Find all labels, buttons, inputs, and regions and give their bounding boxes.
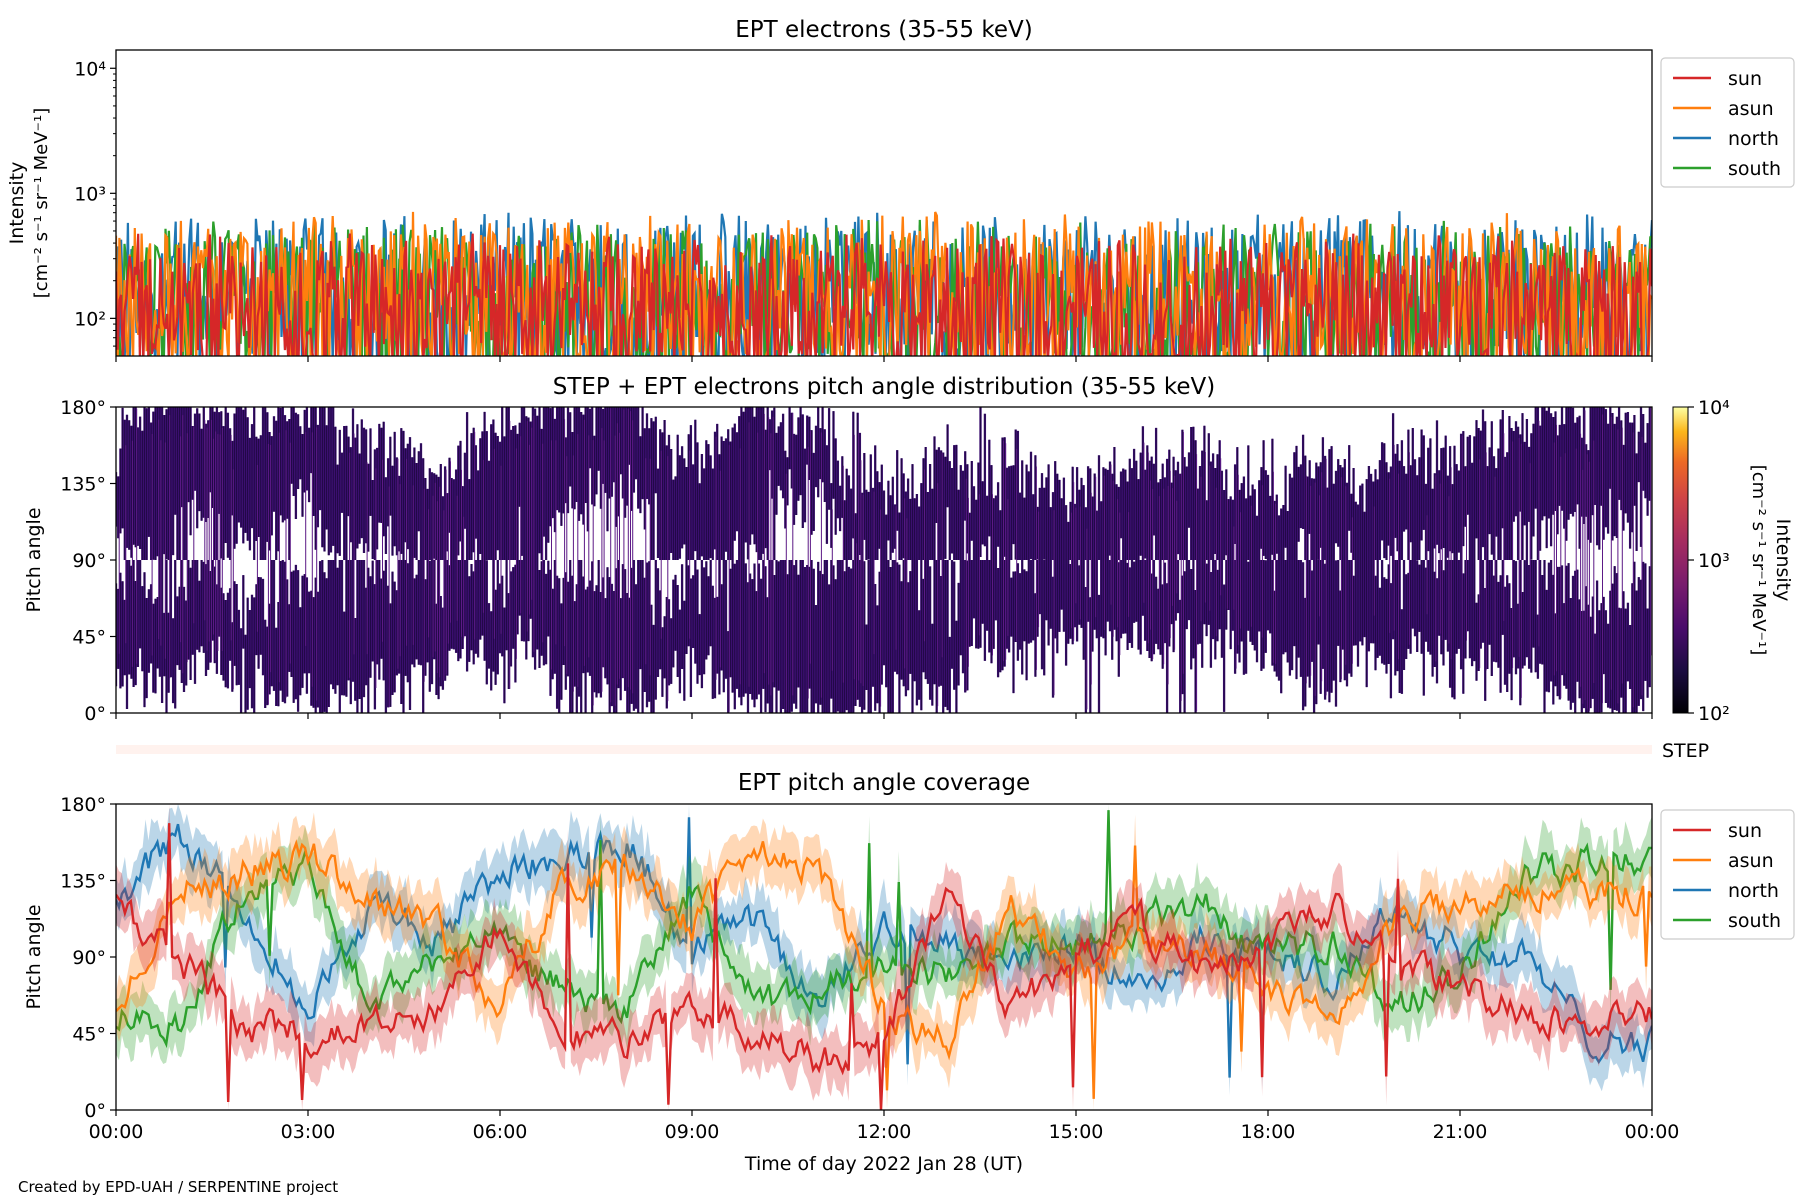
panel-pitch-coverage: EPT pitch angle coverage 0° 45° 90° 135° 180… xyxy=(23,770,1795,1175)
panel3-legend-north: north xyxy=(1728,880,1779,902)
colorbar-tick-label: 10⁴ xyxy=(1698,397,1730,419)
colorbar xyxy=(1672,406,1689,714)
x-tick-label: 12:00 xyxy=(857,1121,912,1143)
panel-intensity: EPT electrons (35-55 keV) 10² 10³ 10⁴ Inte… xyxy=(6,17,1795,362)
x-tick-label: 00:00 xyxy=(1625,1121,1680,1143)
heatmap-cell-edges xyxy=(116,407,1651,713)
coverage-line-sun xyxy=(116,823,1652,1110)
y-tick-label: 0° xyxy=(84,1100,106,1122)
panel1-legend-north: north xyxy=(1728,128,1779,150)
panel3-title: EPT pitch angle coverage xyxy=(738,770,1030,796)
x-tick-label: 00:00 xyxy=(89,1121,144,1143)
panel2-ylabel: Pitch angle xyxy=(23,507,45,612)
panel1-ylabel-line2: [cm⁻² s⁻¹ sr⁻¹ MeV⁻¹] xyxy=(31,108,52,299)
panel3-legend-asun: asun xyxy=(1728,850,1774,872)
panel3-ylabel: Pitch angle xyxy=(23,904,45,1009)
footer-credit: Created by EPD-UAH / SERPENTINE project xyxy=(18,1178,338,1196)
y-tick-label: 10³ xyxy=(74,183,106,205)
step-strip-bar xyxy=(116,745,1652,754)
y-tick-label: 90° xyxy=(72,550,106,572)
panel1-title: EPT electrons (35-55 keV) xyxy=(735,17,1032,43)
coverage-band-south xyxy=(116,804,1652,1064)
panel2-plot-area xyxy=(116,407,1652,713)
panel3-legend-sun: sun xyxy=(1728,820,1762,842)
panel1-legend-box xyxy=(1660,57,1795,188)
y-tick-label: 180° xyxy=(60,397,106,419)
y-tick-label: 0° xyxy=(84,703,106,725)
step-strip-label: STEP xyxy=(1662,740,1709,762)
panel1-y-ticks: 10² 10³ 10⁴ xyxy=(74,58,116,347)
panel1-plot-area xyxy=(116,211,1652,356)
x-tick-label: 18:00 xyxy=(1241,1121,1296,1143)
panel1-x-ticks xyxy=(115,356,1653,362)
y-tick-label: 135° xyxy=(60,871,106,893)
heatmap-cells xyxy=(116,407,1651,713)
y-tick-label: 10² xyxy=(74,308,106,330)
x-tick-label: 15:00 xyxy=(1049,1121,1104,1143)
panel-step-strip: STEP xyxy=(116,740,1709,762)
colorbar-tick-label: 10³ xyxy=(1698,550,1730,572)
series-line-sun xyxy=(116,233,1652,356)
x-tick-label: 21:00 xyxy=(1433,1121,1488,1143)
panel1-legend-south: south xyxy=(1728,158,1781,180)
coverage-line-south xyxy=(116,810,1652,1049)
panel3-legend-box xyxy=(1660,809,1795,940)
panel-pitch-distribution: STEP + EPT electrons pitch angle distrib… xyxy=(23,374,1794,725)
y-tick-label: 180° xyxy=(60,794,106,816)
coverage-band-asun xyxy=(116,812,1652,1110)
y-tick-label: 135° xyxy=(60,474,106,496)
colorbar-tick-label: 10² xyxy=(1698,703,1730,725)
colorbar-label-line2: [cm⁻² s⁻¹ sr⁻¹ MeV⁻¹] xyxy=(1748,465,1769,656)
panel2-title: STEP + EPT electrons pitch angle distrib… xyxy=(553,374,1215,400)
x-tick-label: 03:00 xyxy=(281,1121,336,1143)
y-tick-label: 45° xyxy=(72,627,106,649)
coverage-band-north xyxy=(116,804,1652,1096)
panel1-ylabel-line1: Intensity xyxy=(6,162,28,245)
panel3-y-ticks: 0° 45° 90° 135° 180° xyxy=(60,794,116,1122)
panel3-legend-south: south xyxy=(1728,910,1781,932)
y-tick-label: 90° xyxy=(72,947,106,969)
panel3-plot-area xyxy=(116,804,1652,1110)
heatmap-spikes xyxy=(118,407,1652,712)
panel2-x-ticks xyxy=(115,713,1653,719)
panel3-legend: sun asun north south xyxy=(1660,809,1795,940)
colorbar-label-line1: Intensity xyxy=(1772,519,1794,602)
panel1-legend: sun asun north south xyxy=(1660,57,1795,188)
x-tick-label: 09:00 xyxy=(665,1121,720,1143)
y-tick-label: 45° xyxy=(72,1024,106,1046)
panel2-y-ticks: 0° 45° 90° 135° 180° xyxy=(60,397,116,725)
colorbar-ticks: 10² 10³ 10⁴ xyxy=(1688,397,1730,725)
panel3-x-ticks: 00:00 03:00 06:00 09:00 12:00 15:00 18:00 21:00… xyxy=(89,1110,1680,1143)
panel1-legend-asun: asun xyxy=(1728,98,1774,120)
y-tick-label: 10⁴ xyxy=(74,58,106,80)
x-tick-label: 06:00 xyxy=(473,1121,528,1143)
panel1-legend-sun: sun xyxy=(1728,68,1762,90)
x-axis-label: Time of day 2022 Jan 28 (UT) xyxy=(744,1153,1023,1175)
